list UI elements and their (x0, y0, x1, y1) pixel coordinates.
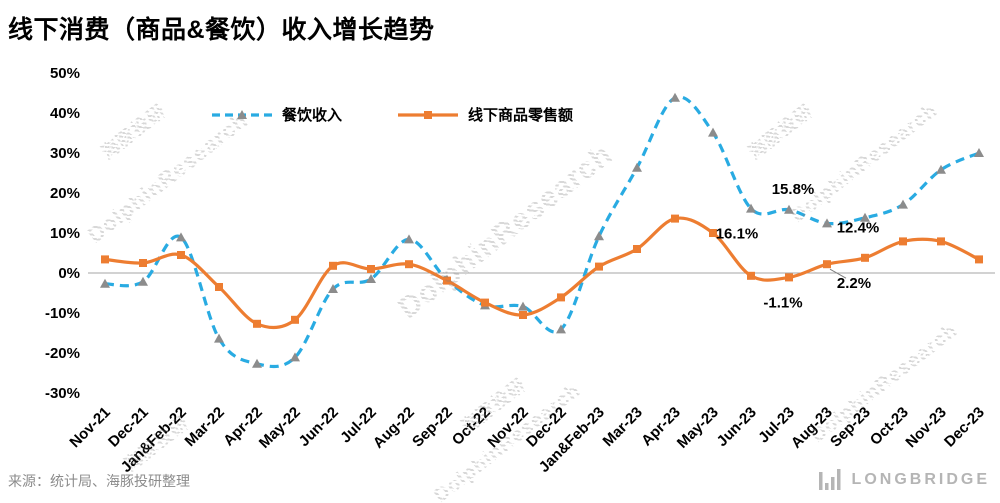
x-axis-label: Mar-22 (182, 404, 228, 450)
legend-marker (237, 110, 247, 119)
y-axis-label: 20% (50, 185, 80, 202)
goods-marker (367, 265, 375, 273)
catering-marker (822, 218, 832, 228)
goods-marker (595, 262, 603, 271)
y-axis-label: 50% (50, 65, 80, 82)
legend-label: 线下商品零售额 (468, 106, 573, 124)
goods-marker (253, 319, 261, 328)
goods-marker (823, 260, 831, 269)
catering-marker (974, 148, 984, 157)
goods-marker (785, 273, 793, 282)
y-axis-label: 0% (58, 265, 80, 282)
y-axis-label: 30% (50, 145, 80, 162)
y-axis-label: 10% (50, 225, 80, 242)
goods-marker (405, 260, 413, 269)
x-axis-label: Aug-22 (370, 404, 418, 452)
x-axis-label: Aug-23 (788, 404, 836, 452)
x-axis-label: Mar-23 (600, 404, 646, 450)
catering-marker (898, 199, 908, 209)
data-label: 2.2% (837, 275, 871, 292)
catering-marker (632, 162, 642, 172)
catering-marker (328, 284, 338, 293)
goods-marker (443, 276, 451, 285)
x-axis-label: May-23 (674, 404, 722, 452)
x-axis-label: Jun-22 (296, 404, 342, 450)
catering-marker (214, 333, 224, 343)
catering-marker (860, 212, 870, 222)
catering-marker (670, 92, 680, 102)
goods-marker (519, 311, 527, 319)
goods-marker (291, 315, 299, 324)
goods-marker (671, 214, 679, 223)
goods-marker (139, 259, 147, 267)
annotation-leader (829, 268, 847, 279)
longbridge-logo: LONGBRIDGE (818, 467, 990, 493)
data-label: 12.4% (837, 219, 880, 236)
catering-marker (252, 358, 262, 368)
x-axis-label: Nov-23 (902, 404, 949, 451)
catering-marker (556, 324, 566, 334)
legend-marker (424, 111, 432, 119)
data-label: 16.1% (716, 226, 759, 243)
legend-label: 餐饮收入 (282, 106, 342, 124)
goods-marker (747, 271, 755, 280)
catering-marker (366, 274, 376, 283)
brand-name: LONGBRIDGE (851, 471, 990, 488)
goods-marker (557, 293, 565, 302)
goods-marker (177, 251, 185, 259)
x-axis-label: Nov-21 (66, 404, 113, 451)
goods-marker (899, 237, 907, 246)
catering-marker (594, 231, 604, 241)
x-axis-label: Sep-22 (409, 404, 456, 451)
y-axis-label: -20% (45, 345, 80, 362)
page-title: 线下消费（商品&餐饮）收入增长趋势 (8, 16, 435, 44)
catering-marker (404, 234, 414, 244)
x-axis-label: Sep-23 (827, 404, 874, 451)
goods-marker (101, 255, 109, 264)
y-axis-label: -30% (45, 385, 80, 402)
goods-marker (975, 255, 983, 264)
data-label: -1.1% (763, 294, 802, 311)
x-axis-label: Nov-22 (484, 404, 531, 451)
x-axis-label: May-22 (256, 404, 304, 452)
y-axis-label: -10% (45, 305, 80, 322)
catering-marker (100, 278, 110, 288)
catering-marker (708, 127, 718, 137)
goods-marker (215, 283, 223, 291)
data-label: 15.8% (772, 181, 815, 198)
catering-marker (784, 204, 794, 214)
goods-marker (329, 261, 337, 270)
y-axis-label: 40% (50, 105, 80, 122)
x-axis-label: Dec-23 (941, 404, 988, 451)
x-axis-label: Jun-23 (714, 404, 760, 450)
catering-marker (518, 301, 528, 311)
goods-marker (633, 245, 641, 253)
catering-marker (746, 203, 756, 213)
catering-marker (138, 276, 148, 286)
longbridge-bars-icon (818, 469, 841, 490)
goods-marker (861, 253, 869, 262)
goods-marker (709, 229, 717, 237)
catering-marker (176, 232, 186, 242)
catering-marker (936, 164, 946, 174)
goods-marker (481, 298, 489, 307)
goods-marker (937, 237, 945, 246)
catering-marker (290, 352, 300, 362)
source-note: 来源：统计局、海豚投研整理 (8, 473, 190, 489)
